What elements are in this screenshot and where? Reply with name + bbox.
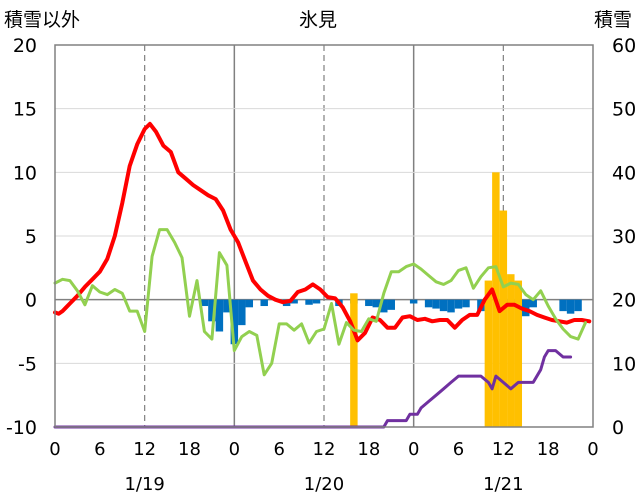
precip-bar [574, 299, 582, 312]
right-tick-label: 60 [612, 35, 636, 57]
snow-depth-bar [350, 293, 358, 427]
left-tick-label: 5 [25, 226, 37, 248]
precip-bar [208, 299, 216, 322]
x-tick-label: 0 [49, 439, 60, 460]
precip-bar [439, 299, 448, 312]
precip-bar [462, 299, 470, 308]
left-tick-label: 0 [25, 290, 37, 312]
date-label: 1/19 [124, 474, 164, 495]
precip-bar [238, 299, 246, 326]
x-tick-label: 12 [492, 439, 515, 460]
precip-bar [223, 299, 231, 313]
precip-bar [447, 299, 455, 313]
x-tick-label: 6 [453, 439, 464, 460]
right-axis-label: 積雪 [594, 9, 632, 31]
precip-bar [432, 299, 440, 309]
date-label: 1/21 [483, 474, 523, 495]
precip-bar [529, 299, 537, 308]
left-tick-label: 10 [13, 162, 37, 184]
green-series-line [53, 228, 587, 377]
left-tick-label: -5 [18, 353, 37, 375]
left-tick-label: 15 [13, 99, 37, 121]
precip-bar [312, 299, 321, 304]
x-tick-label: 12 [133, 439, 156, 460]
precip-bar [566, 299, 575, 314]
snow-depth-bar [514, 280, 523, 427]
x-tick-label: 0 [229, 439, 240, 460]
precip-bar [387, 299, 395, 310]
snow-depth-bar [507, 274, 515, 427]
precip-bar [424, 299, 433, 308]
right-tick-label: 20 [612, 290, 636, 312]
date-label: 1/20 [304, 474, 344, 495]
precip-bar [260, 299, 268, 307]
purple-series-line [53, 349, 573, 429]
x-tick-label: 18 [357, 439, 380, 460]
precip-bar [454, 299, 463, 309]
right-tick-label: 0 [612, 417, 624, 439]
precip-bar [230, 299, 239, 345]
right-tick-label: 50 [612, 99, 636, 121]
chart-title: 氷見 [299, 9, 337, 31]
left-tick-label: -10 [6, 417, 37, 439]
x-tick-label: 6 [94, 439, 105, 460]
x-tick-label: 6 [273, 439, 284, 460]
lines-layer [53, 121, 592, 429]
left-tick-label: 20 [13, 35, 37, 57]
precip-bar [380, 299, 388, 313]
right-tick-label: 30 [612, 226, 636, 248]
precip-bar [365, 299, 373, 307]
precip-bar [409, 299, 418, 304]
precip-bar [200, 299, 209, 307]
plot-frame [54, 44, 594, 428]
precip-bar [372, 299, 381, 308]
x-tick-label: 18 [178, 439, 201, 460]
x-tick-label: 12 [313, 439, 336, 460]
precip-bar [245, 299, 254, 308]
right-tick-label: 40 [612, 162, 636, 184]
precip-bar [559, 299, 567, 312]
left-axis-label: 積雪以外 [4, 9, 80, 31]
precip-bar [215, 299, 224, 332]
x-tick-label: 0 [408, 439, 419, 460]
red-series-line [53, 121, 592, 343]
snow-depth-bar [499, 210, 508, 427]
precip-bar [290, 299, 298, 304]
x-tick-label: 18 [537, 439, 560, 460]
right-tick-label: 10 [612, 353, 636, 375]
x-tick-label: 0 [587, 439, 598, 460]
precip-bar [305, 299, 313, 305]
snow-depth-bar [484, 280, 493, 427]
